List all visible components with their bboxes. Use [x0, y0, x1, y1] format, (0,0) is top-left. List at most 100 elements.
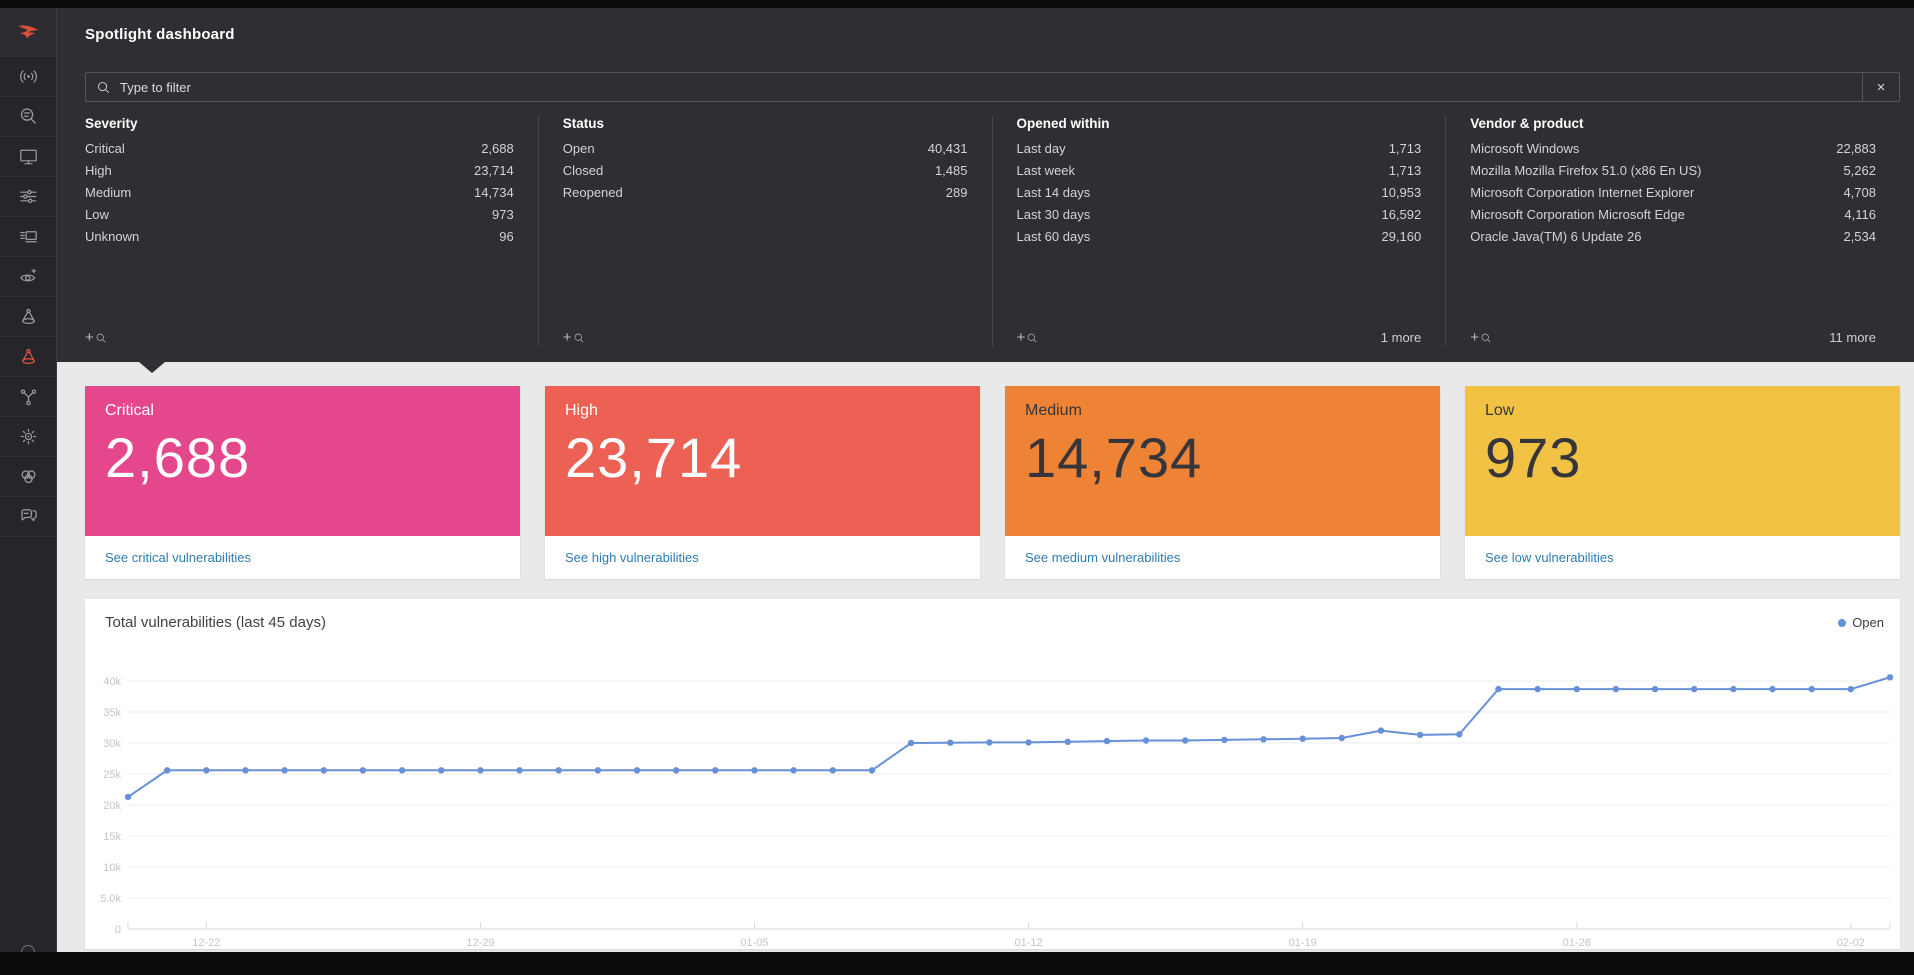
data-point-marker[interactable] — [790, 767, 797, 774]
filter-row[interactable]: Last 30 days 16,592 — [1017, 207, 1422, 229]
data-point-marker[interactable] — [1025, 739, 1032, 746]
filter-row[interactable]: Microsoft Corporation Internet Explorer 4… — [1470, 185, 1876, 207]
see-vulnerabilities-link[interactable]: See high vulnerabilities — [565, 550, 699, 565]
data-point-marker[interactable] — [1221, 736, 1228, 744]
filter-column-vendor-product: Vendor & product Microsoft Windows 22,883 M… — [1446, 116, 1900, 346]
data-point-marker[interactable] — [320, 767, 327, 774]
crowdstrike-logo-nav-item[interactable] — [0, 8, 56, 57]
discover-nav-item[interactable] — [0, 257, 56, 297]
see-vulnerabilities-link[interactable]: See low vulnerabilities — [1485, 550, 1614, 565]
hosts-nav-item[interactable] — [0, 137, 56, 177]
spotlight-nav-item[interactable] — [0, 297, 56, 337]
investigate-nav-item[interactable] — [0, 97, 56, 137]
data-point-marker[interactable] — [947, 739, 954, 746]
data-point-marker[interactable] — [1142, 737, 1150, 744]
data-point-marker[interactable] — [359, 767, 367, 774]
data-point-marker[interactable] — [673, 767, 680, 774]
data-point-marker[interactable] — [1769, 685, 1776, 693]
data-point-marker[interactable] — [1612, 685, 1620, 693]
filter-row[interactable]: Low 973 — [85, 207, 514, 229]
chart-legend-open[interactable]: Open — [1838, 615, 1884, 630]
filter-row[interactable]: Reopened 289 — [563, 185, 968, 207]
data-point-marker[interactable] — [829, 767, 836, 774]
more-values-link[interactable]: 11 more — [1829, 330, 1876, 345]
add-filter-button[interactable]: + — [563, 329, 585, 346]
data-point-marker[interactable] — [986, 739, 993, 746]
identity-graph-icon — [20, 389, 36, 406]
data-point-marker[interactable] — [124, 793, 132, 801]
scan-nav-item[interactable] — [0, 417, 56, 457]
filter-row[interactable]: Last day 1,713 — [1017, 141, 1422, 163]
add-filter-button[interactable]: + — [1017, 329, 1039, 346]
data-point-marker[interactable] — [1260, 736, 1267, 743]
data-point-marker[interactable] — [438, 767, 445, 774]
see-vulnerabilities-link[interactable]: See medium vulnerabilities — [1025, 550, 1181, 565]
search-clear-button[interactable]: × — [1862, 73, 1899, 101]
filter-row[interactable]: Last week 1,713 — [1017, 163, 1422, 185]
data-point-marker[interactable] — [751, 767, 758, 774]
more-values-link[interactable]: 1 more — [1380, 330, 1422, 345]
see-vulnerabilities-link[interactable]: See critical vulnerabilities — [105, 550, 251, 565]
data-point-marker[interactable] — [868, 767, 876, 774]
identity-graph-nav-item[interactable] — [0, 377, 56, 417]
data-point-marker[interactable] — [1651, 685, 1659, 693]
configuration-nav-item[interactable] — [0, 177, 56, 217]
filter-row[interactable]: Medium 14,734 — [85, 185, 514, 207]
data-point-marker[interactable] — [1064, 738, 1071, 745]
filter-row[interactable]: Last 60 days 29,160 — [1017, 229, 1422, 251]
filter-row[interactable]: Microsoft Windows 22,883 — [1470, 141, 1876, 163]
data-point-marker[interactable] — [1103, 737, 1111, 745]
data-point-marker[interactable] — [1886, 674, 1894, 681]
loops-nav-item[interactable] — [0, 457, 56, 497]
filter-row[interactable]: Oracle Java(TM) 6 Update 26 2,534 — [1470, 229, 1876, 251]
data-point-marker[interactable] — [1808, 685, 1815, 693]
spotlight-active-nav-item[interactable] — [0, 337, 56, 377]
bottom-black-strip — [0, 952, 1914, 975]
filter-row-label: Mozilla Mozilla Firefox 51.0 (x86 En US) — [1470, 163, 1702, 178]
data-point-marker[interactable] — [164, 767, 171, 774]
filter-row[interactable]: Critical 2,688 — [85, 141, 514, 163]
data-point-marker[interactable] — [555, 767, 562, 774]
data-point-marker[interactable] — [594, 767, 602, 774]
data-point-marker[interactable] — [477, 767, 484, 774]
filter-row[interactable]: Mozilla Mozilla Firefox 51.0 (x86 En US)… — [1470, 163, 1876, 185]
filter-row[interactable]: Closed 1,485 — [563, 163, 968, 185]
data-point-marker[interactable] — [907, 739, 915, 747]
data-point-marker[interactable] — [281, 767, 288, 774]
data-point-marker[interactable] — [712, 767, 719, 774]
search-input[interactable] — [111, 79, 1862, 95]
data-point-marker[interactable] — [1416, 731, 1424, 739]
data-point-marker[interactable] — [516, 767, 523, 774]
activity-icon — [19, 70, 37, 83]
spotlight-active-icon — [21, 348, 35, 365]
support-chat-icon — [20, 509, 37, 522]
data-point-marker[interactable] — [1691, 685, 1698, 693]
data-point-marker[interactable] — [1377, 727, 1385, 734]
data-point-marker[interactable] — [1573, 685, 1581, 693]
data-point-marker[interactable] — [1456, 731, 1463, 738]
activity-nav-item[interactable] — [0, 57, 56, 97]
data-point-marker[interactable] — [242, 767, 249, 774]
dashboards-nav-item[interactable] — [0, 217, 56, 257]
data-point-marker[interactable] — [1847, 685, 1855, 693]
data-point-marker[interactable] — [398, 767, 406, 774]
data-point-marker[interactable] — [1534, 685, 1541, 693]
filter-row[interactable]: Open 40,431 — [563, 141, 968, 163]
data-point-marker[interactable] — [1299, 735, 1306, 742]
dashboards-icon — [19, 231, 37, 243]
filter-row-count: 2,688 — [481, 141, 514, 156]
data-point-marker[interactable] — [1182, 737, 1189, 744]
filter-row[interactable]: Unknown 96 — [85, 229, 514, 251]
support-chat-nav-item[interactable] — [0, 497, 56, 537]
filter-row[interactable]: Last 14 days 10,953 — [1017, 185, 1422, 207]
add-filter-button[interactable]: + — [85, 329, 107, 346]
filter-row[interactable]: Microsoft Corporation Microsoft Edge 4,11… — [1470, 207, 1876, 229]
data-point-marker[interactable] — [203, 767, 210, 774]
data-point-marker[interactable] — [633, 767, 641, 774]
data-point-marker[interactable] — [1338, 734, 1346, 742]
filter-row[interactable]: High 23,714 — [85, 163, 514, 185]
add-filter-button[interactable]: + — [1470, 329, 1492, 346]
data-point-marker[interactable] — [1730, 685, 1737, 693]
data-point-marker[interactable] — [1495, 685, 1502, 693]
